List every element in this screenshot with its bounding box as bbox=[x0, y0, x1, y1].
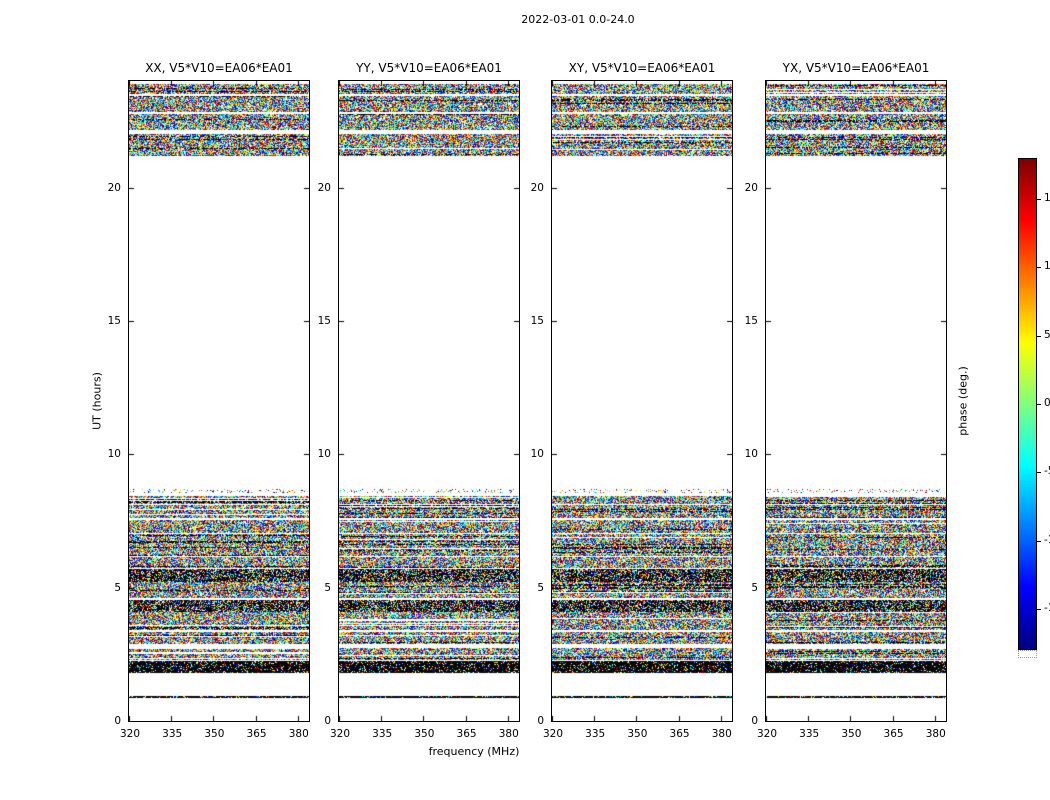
colorbar-tick-mark bbox=[1037, 541, 1041, 542]
colorbar-under-extension bbox=[1018, 650, 1037, 658]
x-tick-label: 335 bbox=[162, 728, 183, 740]
panel-xy: XY, V5*V10=EA06*EA01 320 335 350 365 380 0 5 1… bbox=[531, 61, 733, 740]
x-tick-label: 365 bbox=[246, 728, 267, 740]
phase-heatmap-canvas bbox=[552, 81, 732, 721]
x-tick-label: 335 bbox=[585, 728, 606, 740]
x-tick-label: 350 bbox=[841, 728, 862, 740]
panel-title: YY, V5*V10=EA06*EA01 bbox=[356, 61, 502, 75]
y-tick-label: 10 bbox=[317, 448, 331, 461]
colorbar-label: phase (deg.) bbox=[956, 366, 970, 436]
x-tick-label: 320 bbox=[756, 728, 778, 740]
y-axis-label: UT (hours) bbox=[90, 372, 104, 430]
x-tick-label: 380 bbox=[711, 728, 732, 740]
figure-title: 2022-03-01 0.0-24.0 bbox=[521, 13, 635, 26]
phase-heatmap-canvas bbox=[129, 81, 309, 721]
panel-title: XY, V5*V10=EA06*EA01 bbox=[568, 61, 716, 75]
colorbar-tick-label: 50 bbox=[1044, 329, 1050, 341]
colorbar-tick-mark bbox=[1037, 472, 1041, 473]
y-tick-label: 0 bbox=[324, 715, 331, 727]
phase-heatmap-canvas bbox=[339, 81, 519, 721]
colorbar-tick-mark bbox=[1037, 609, 1041, 610]
y-tick-label: 5 bbox=[537, 581, 544, 594]
panel-xx: XX, V5*V10=EA06*EA01 320 335 350 365 380 0 5 1… bbox=[108, 61, 310, 740]
y-tick-label: 15 bbox=[107, 315, 121, 327]
colorbar-tick-mark bbox=[1037, 336, 1041, 337]
colorbar-tick-label: 100 bbox=[1044, 260, 1050, 272]
y-tick-label: 10 bbox=[530, 448, 544, 461]
y-tick-label: 20 bbox=[317, 181, 331, 194]
colorbar-tick-label: 150 bbox=[1044, 192, 1050, 204]
colorbar bbox=[1018, 158, 1037, 650]
x-tick-label: 380 bbox=[498, 728, 519, 740]
colorbar-tick-mark bbox=[1037, 267, 1041, 268]
x-tick-label: 380 bbox=[288, 728, 309, 740]
y-tick-label: 10 bbox=[107, 448, 121, 461]
panel-yy: YY, V5*V10=EA06*EA01 320 335 350 365 380 0 5 1… bbox=[318, 61, 520, 740]
y-tick-label: 5 bbox=[324, 581, 331, 594]
x-tick-label: 350 bbox=[627, 728, 648, 740]
x-tick-label: 320 bbox=[329, 728, 351, 740]
x-tick-label: 380 bbox=[925, 728, 946, 740]
y-tick-label: 15 bbox=[317, 315, 331, 327]
y-tick-label: 15 bbox=[530, 315, 544, 327]
panel-yx: YX, V5*V10=EA06*EA01 320 335 350 365 380 0 5 1… bbox=[745, 61, 947, 740]
panel-title: YX, V5*V10=EA06*EA01 bbox=[782, 61, 930, 75]
x-tick-label: 365 bbox=[883, 728, 904, 740]
phase-heatmap-canvas bbox=[766, 81, 946, 721]
x-tick-label: 350 bbox=[414, 728, 435, 740]
x-tick-label: 365 bbox=[456, 728, 477, 740]
colorbar-tick-label: -100 bbox=[1044, 534, 1050, 546]
x-tick-label: 335 bbox=[799, 728, 820, 740]
y-tick-label: 0 bbox=[537, 715, 544, 727]
y-tick-label: 5 bbox=[751, 581, 758, 594]
colorbar-tick-label: -150 bbox=[1044, 602, 1050, 614]
panel-title: XX, V5*V10=EA06*EA01 bbox=[145, 61, 293, 75]
colorbar-canvas bbox=[1019, 159, 1036, 649]
y-tick-label: 20 bbox=[744, 181, 758, 194]
x-tick-label: 350 bbox=[204, 728, 225, 740]
x-tick-label: 365 bbox=[669, 728, 690, 740]
x-tick-label: 320 bbox=[542, 728, 564, 740]
x-tick-label: 335 bbox=[372, 728, 393, 740]
x-tick-label: 320 bbox=[119, 728, 141, 740]
colorbar-tick-label: -50 bbox=[1044, 465, 1050, 477]
y-tick-label: 10 bbox=[744, 448, 758, 461]
y-tick-label: 0 bbox=[751, 715, 758, 727]
y-tick-label: 0 bbox=[114, 715, 121, 727]
y-tick-label: 5 bbox=[114, 581, 121, 594]
x-axis-label: frequency (MHz) bbox=[428, 745, 520, 758]
y-tick-label: 15 bbox=[744, 315, 758, 327]
colorbar-tick-mark bbox=[1037, 199, 1041, 200]
colorbar-tick-label: 0 bbox=[1044, 397, 1050, 409]
y-tick-label: 20 bbox=[530, 181, 544, 194]
colorbar-tick-mark bbox=[1037, 404, 1041, 405]
y-tick-label: 20 bbox=[107, 181, 121, 194]
